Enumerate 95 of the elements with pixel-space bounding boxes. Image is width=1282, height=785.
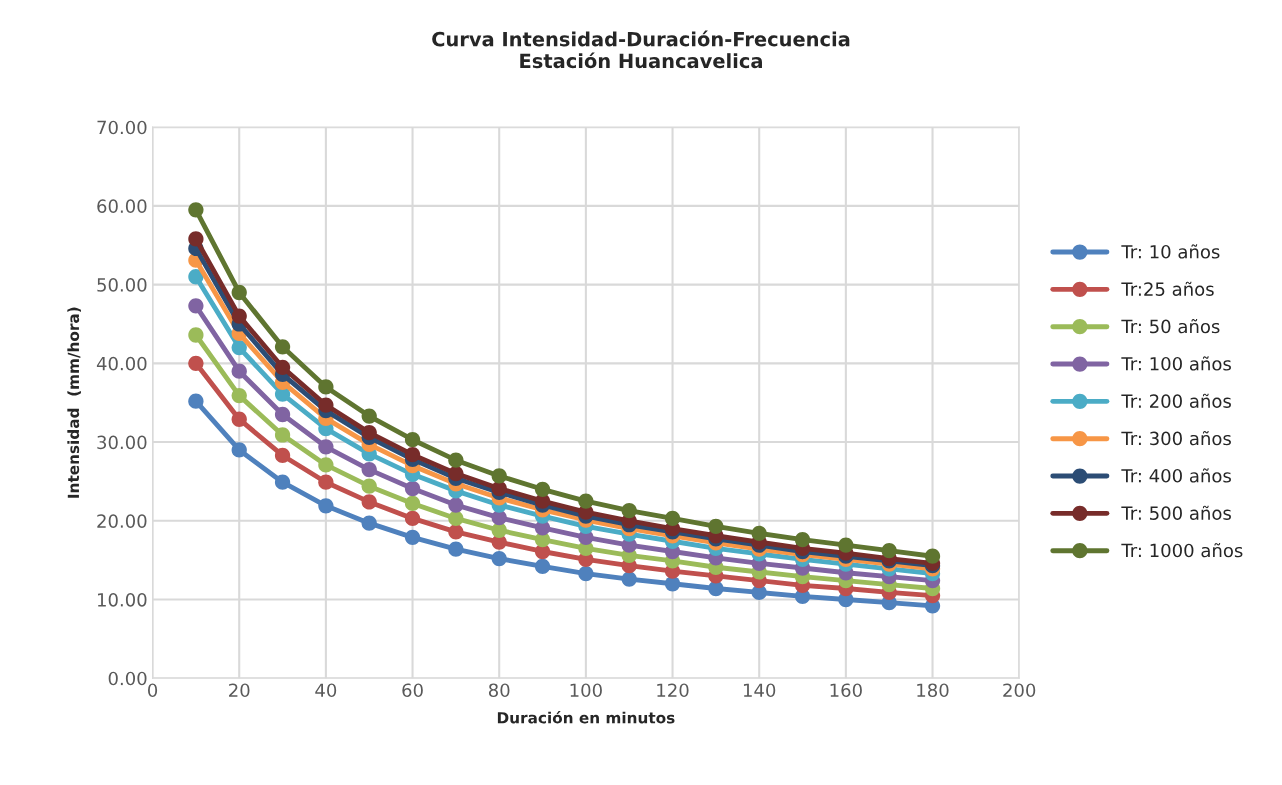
point [794, 532, 811, 548]
point [404, 510, 421, 527]
point [578, 565, 594, 582]
x-tick-label: 80 [488, 683, 510, 698]
y-tick-label: 60.00 [97, 199, 147, 214]
point [491, 510, 507, 526]
point [751, 525, 767, 542]
point [231, 363, 247, 379]
x-tick-label: 160 [830, 683, 862, 698]
point [448, 497, 464, 513]
point [318, 379, 334, 395]
point [274, 406, 291, 423]
x-tick-label: 140 [743, 683, 776, 698]
point [404, 432, 421, 448]
point [448, 452, 464, 468]
y-tick-label: 10.00 [97, 592, 147, 607]
point [491, 468, 507, 484]
point [318, 439, 334, 455]
point [318, 498, 334, 514]
point [404, 480, 421, 497]
point [361, 408, 377, 424]
point [231, 284, 247, 301]
legend-label: Tr: 300 años [1121, 431, 1231, 446]
y-tick-label: 20.00 [97, 514, 147, 528]
point [448, 541, 464, 557]
point [361, 515, 377, 531]
point [838, 537, 854, 553]
point [231, 308, 247, 324]
point [448, 510, 464, 527]
y-axis-title: Intensidad (mm/hora) [67, 307, 81, 498]
point [188, 202, 204, 218]
point [274, 474, 291, 490]
point [188, 393, 204, 409]
point [621, 502, 637, 519]
x-tick-label: 180 [917, 683, 949, 698]
point [188, 327, 204, 343]
point [491, 550, 507, 567]
point [274, 447, 291, 464]
x-tick-label: 100 [570, 683, 602, 698]
x-tick-label: 40 [315, 683, 337, 698]
point [448, 465, 464, 482]
point [404, 447, 421, 463]
point [491, 480, 507, 497]
legend-label: Tr: 500 años [1121, 505, 1231, 520]
point [318, 457, 334, 473]
point [318, 474, 334, 490]
point [621, 571, 637, 587]
point [404, 495, 421, 512]
x-tick-label: 60 [402, 683, 423, 698]
point [361, 424, 377, 441]
point [404, 529, 421, 545]
legend-label: Tr:25 años [1121, 281, 1214, 296]
legend-label: Tr: 200 años [1121, 393, 1231, 408]
point [664, 510, 681, 527]
point [664, 576, 681, 592]
point [578, 493, 594, 509]
point [274, 339, 291, 355]
point [708, 518, 724, 534]
x-tick-label: 20 [229, 683, 250, 698]
point [534, 481, 551, 497]
y-tick-label: 30.00 [97, 435, 147, 450]
point [274, 359, 291, 375]
x-tick-label: 200 [1003, 683, 1036, 698]
legend-label: Tr: 1000 años [1121, 543, 1243, 558]
x-tick-label: 120 [657, 683, 689, 698]
x-axis-title: Duración en minutos [497, 711, 675, 724]
x-tick-label: 0 [148, 683, 158, 698]
chart-title: Curva Intensidad-Duración-Frecuencia Estación Huancavelica [432, 30, 850, 69]
legend-label: Tr: 400 años [1121, 468, 1231, 483]
point [881, 543, 897, 559]
y-tick-label: 50.00 [97, 278, 147, 292]
y-tick-label: 70.00 [97, 120, 147, 135]
point [188, 269, 204, 285]
point [231, 339, 247, 356]
point [361, 494, 377, 510]
point [708, 580, 724, 597]
point [448, 524, 464, 540]
y-tick-label: 0.00 [108, 671, 147, 686]
legend-label: Tr: 100 años [1121, 356, 1231, 371]
point [231, 442, 247, 458]
point [274, 427, 291, 443]
point [188, 355, 204, 371]
point [924, 548, 941, 564]
point [318, 397, 334, 413]
point [491, 522, 507, 538]
legend-label: Tr: 10 años [1121, 244, 1220, 259]
point [231, 411, 247, 427]
point [188, 231, 204, 247]
point [534, 558, 551, 575]
y-tick-label: 40.00 [96, 356, 147, 371]
point [188, 298, 204, 314]
point [231, 387, 247, 404]
legend-label: Tr: 50 años [1121, 318, 1220, 334]
point [361, 461, 377, 478]
point [361, 478, 377, 494]
